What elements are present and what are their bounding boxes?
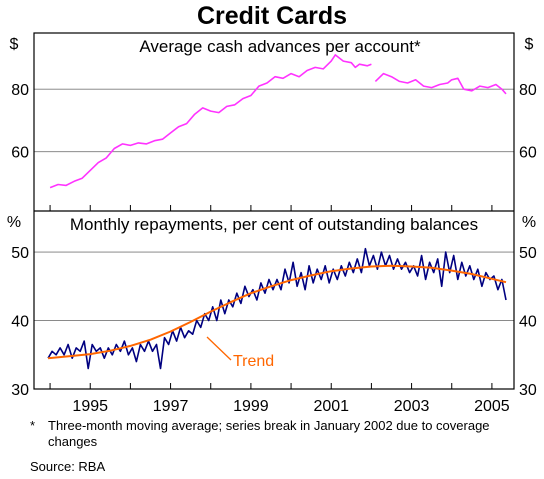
figure-title: Credit Cards [197, 2, 347, 30]
bottom-panel: 30 30 40 40 50 50% % Monthly repayments, per ce… [7, 214, 537, 399]
bottom-ytick-left: 30 [11, 382, 29, 399]
x-tick-label: 2001 [313, 398, 349, 415]
top-panel: 60 60 80 80 $ $ Average cash advances per acco… [10, 36, 537, 189]
footnote-text: Three-month moving average; series break… [48, 418, 490, 449]
x-tick-label: 1999 [233, 398, 269, 415]
bottom-series-1-line [48, 264, 507, 360]
bottom-unit-left: % [7, 214, 21, 231]
top-series-0-line-seg1 [374, 72, 507, 95]
bottom-ytick-left: 50 [11, 245, 29, 262]
top-ytick-left: 60 [11, 145, 29, 162]
bottom-ytick-left: 40 [11, 314, 29, 331]
bottom-series-0-line [47, 247, 507, 370]
top-panel-title: Average cash advances per account* [139, 37, 421, 56]
source-note: Source: RBA [30, 459, 106, 474]
footnote-marker: * [30, 418, 36, 433]
x-tick-label: 1995 [72, 398, 108, 415]
trend-label: Trend [233, 353, 274, 370]
top-series-0-line-seg0 [49, 54, 372, 189]
x-tick-label: 2003 [394, 398, 430, 415]
x-tick-label: 2005 [474, 398, 510, 415]
bottom-ytick-right: 40 [519, 314, 537, 331]
bottom-panel-title: Monthly repayments, per cent of outstand… [70, 215, 478, 234]
bottom-ytick-right: 50 [519, 245, 537, 262]
x-axis-ticks: 1995 1997 1999 2001 2003 2005 [49, 205, 510, 415]
bottom-ytick-right: 30 [519, 382, 537, 399]
footnote: * Three-month moving average; series bre… [30, 418, 508, 450]
top-unit-right: $ [525, 36, 534, 53]
x-tick-label: 1997 [153, 398, 189, 415]
top-unit-left: $ [10, 36, 19, 53]
top-ytick-left: 80 [11, 82, 29, 99]
top-ytick-right: 60 [519, 145, 537, 162]
top-ytick-right: 80 [519, 82, 537, 99]
bottom-unit-right: % [522, 214, 536, 231]
trend-label-leader [206, 336, 232, 361]
